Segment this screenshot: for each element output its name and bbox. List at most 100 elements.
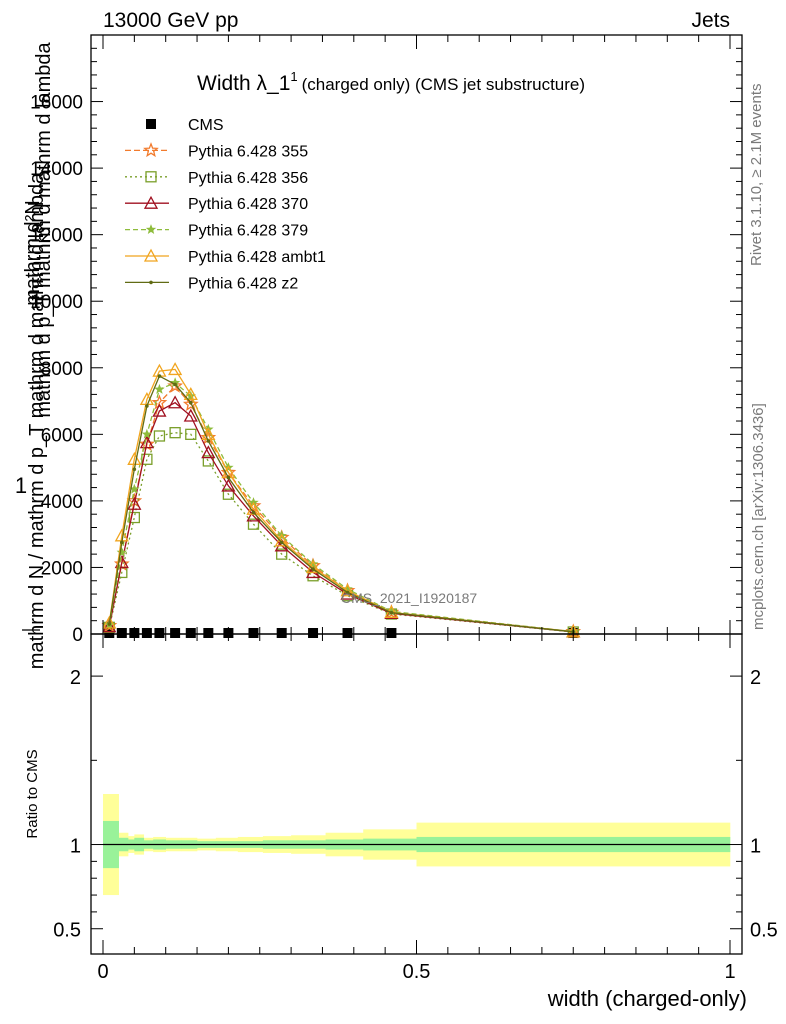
data-point	[386, 605, 397, 616]
y-tick-label: 8000	[41, 359, 83, 380]
plot-title-superscript: 1	[290, 69, 297, 84]
ratio-frame	[90, 633, 743, 955]
data-point	[203, 628, 214, 638]
legend-entry-pythia-6-428-379: Pythia 6.428 379	[125, 223, 308, 240]
main-ylabel-inverse: mathrm d N / mathrm d p_T mathrm d mathr…	[26, 172, 48, 669]
data-point	[345, 590, 350, 595]
data-point	[157, 374, 162, 378]
data-point	[145, 404, 149, 408]
data-point	[342, 583, 353, 594]
data-point	[173, 382, 177, 387]
y-tick-label: 14000	[30, 159, 83, 180]
series-line-pythia-6-428-370	[108, 401, 574, 633]
legend-label: Pythia 6.428 355	[188, 143, 308, 160]
legend-marker	[145, 171, 157, 183]
legend-entry-pythia-6-428-356: Pythia 6.428 356	[125, 170, 308, 187]
data-point	[311, 567, 315, 571]
data-point	[168, 395, 183, 409]
data-point	[185, 628, 196, 638]
legend-entry-pythia-6-428-370: Pythia 6.428 370	[125, 195, 308, 213]
main-ylabel-numerator: mathrm d²N	[22, 200, 44, 306]
data-point	[183, 408, 198, 422]
data-point	[141, 428, 153, 439]
data-point	[116, 628, 127, 638]
y-tick-label: 12000	[30, 226, 83, 247]
y-tick-label: 10000	[30, 292, 83, 313]
main-ylabel-denominator: mathrm d p_T mathrm d mathrm d lambda	[33, 41, 55, 417]
legend: CMS Pythia 6.428 355 Pythia 6.428 356 Pythi…	[125, 117, 326, 292]
data-point	[389, 610, 394, 615]
analysis-watermark: CMS_2021_I1920187	[341, 590, 477, 606]
legend-label: Pythia 6.428 356	[188, 170, 308, 187]
ratio-y-tick-label-right: 0.5	[750, 920, 778, 942]
data-point	[139, 435, 154, 449]
x-tick-label: 0.5	[403, 961, 431, 983]
x-axis-label: width (charged-only)	[547, 986, 747, 1011]
data-point	[247, 518, 260, 530]
data-point	[102, 615, 117, 629]
data-point	[183, 387, 198, 401]
data-point	[141, 453, 153, 465]
legend-label: CMS	[188, 117, 224, 134]
legend-marker	[143, 142, 159, 158]
data-point	[132, 467, 137, 472]
data-point	[141, 628, 152, 638]
data-point	[226, 475, 231, 480]
ratio-y-tick-label: 1	[70, 836, 81, 858]
data-point	[220, 464, 237, 480]
legend-entry-cms: CMS	[146, 117, 224, 134]
legend-marker	[143, 195, 159, 209]
data-point	[222, 488, 235, 500]
plot-title-main: Width λ_1	[197, 72, 290, 95]
data-point	[169, 427, 181, 439]
legend-label: Pythia 6.428 ambt1	[188, 249, 326, 266]
legend-marker	[145, 224, 157, 234]
plot-title: Width λ_11 (charged only) (CMS jet substr…	[197, 69, 585, 95]
data-point	[154, 383, 165, 394]
data-point	[104, 628, 115, 638]
y-tick-label: 2000	[41, 558, 83, 579]
ratio-y-tick-label: 0.5	[53, 920, 81, 942]
data-point	[127, 451, 142, 465]
data-point	[386, 628, 397, 638]
header-category-label: Jets	[691, 9, 730, 32]
series-pythia-6-428-z2	[107, 374, 576, 634]
data-point	[185, 428, 197, 440]
ratio-panel: 0.5 0.5 1 1 2 2	[53, 633, 778, 955]
data-point	[182, 396, 199, 412]
x-tick-labels: 0 0.5 1	[97, 961, 735, 983]
data-point	[342, 628, 353, 638]
data-point	[307, 558, 319, 569]
x-tick-label: 1	[724, 961, 735, 983]
data-point	[274, 533, 289, 547]
main-axes: 0 2000 4000 6000 8000 10000 12000 14000 16000	[30, 35, 742, 646]
series-line-pythia-6-428-ambt1	[108, 368, 574, 633]
data-point	[167, 377, 184, 393]
y-tick-label: 6000	[41, 425, 83, 446]
legend-entry-pythia-6-428-355: Pythia 6.428 355	[125, 142, 308, 160]
data-point	[152, 403, 167, 417]
rivet-version-label: Rivet 3.1.10, ≥ 2.1M events	[748, 84, 765, 267]
x-tick-label: 0	[97, 961, 108, 983]
ratio-y-tick-label: 2	[70, 667, 81, 689]
data-point	[251, 510, 256, 515]
legend-marker	[146, 119, 156, 129]
data-point	[188, 400, 193, 405]
y-tick-label: 4000	[41, 492, 83, 513]
data-point	[153, 430, 166, 442]
data-point	[129, 483, 140, 494]
data-point	[248, 628, 259, 638]
data-point	[128, 511, 141, 524]
series-line-pythia-6-428-356	[108, 432, 574, 633]
main-plot-area	[101, 362, 582, 639]
data-point	[168, 362, 183, 376]
data-point	[201, 445, 216, 459]
data-point	[206, 439, 211, 443]
y-tick-label: 0	[72, 625, 83, 646]
ratio-ylabel: Ratio to CMS	[24, 749, 41, 838]
legend-label: Pythia 6.428 370	[188, 196, 308, 213]
data-point	[221, 478, 236, 492]
ratio-plot-area	[103, 794, 731, 896]
legend-label: Pythia 6.428 z2	[188, 275, 298, 292]
